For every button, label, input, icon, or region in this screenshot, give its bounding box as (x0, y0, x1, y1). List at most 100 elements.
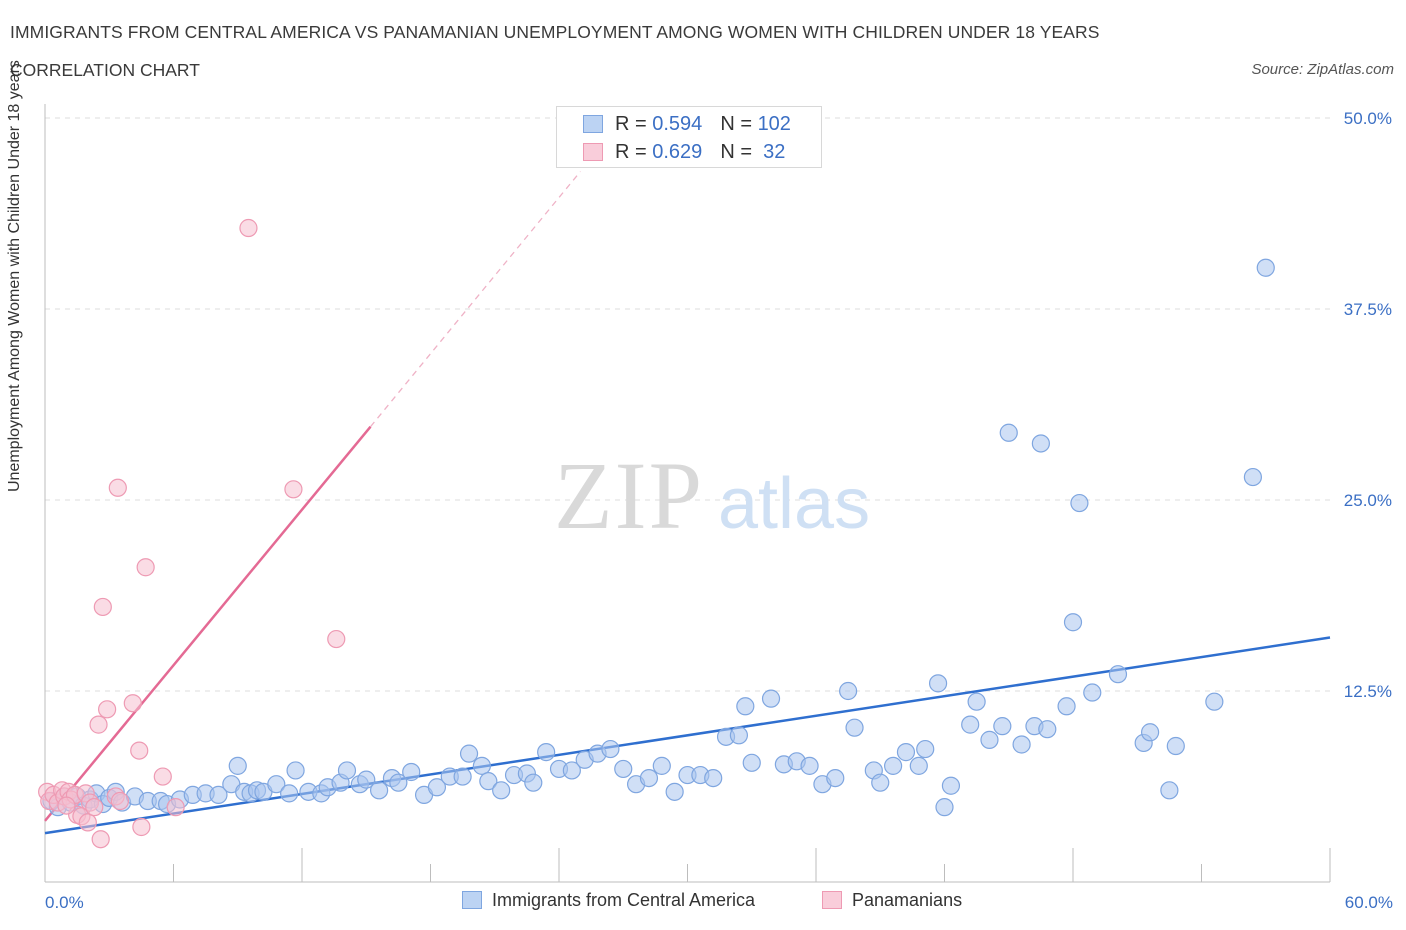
point-immigrants (909, 756, 928, 775)
point-panamanians (93, 597, 112, 617)
point-immigrants (935, 798, 954, 817)
point-immigrants (826, 768, 845, 788)
point-immigrants (479, 772, 498, 791)
point-immigrants (1140, 723, 1160, 742)
point-immigrants (601, 739, 620, 759)
point-panamanians (153, 767, 172, 786)
point-immigrants (742, 753, 761, 772)
point-immigrants (1256, 258, 1275, 277)
point-immigrants (800, 756, 819, 775)
legend-r-value: 0.629 (652, 141, 703, 163)
point-panamanians (110, 791, 130, 811)
point-immigrants (537, 743, 556, 762)
point-immigrants (883, 756, 903, 775)
legend-swatch-blue (583, 115, 603, 133)
watermark-atlas: atlas (718, 464, 870, 544)
point-immigrants (729, 726, 749, 745)
point-immigrants (472, 756, 491, 775)
legend-r-label: R = (615, 141, 653, 163)
point-panamanians (136, 558, 155, 577)
point-panamanians (108, 478, 127, 497)
legend-n-label: N = (720, 113, 758, 135)
legend-n-label: N = (720, 141, 758, 163)
point-immigrants (389, 773, 408, 792)
legend-row-panamanians: R = 0.629 N = 32 (583, 141, 785, 165)
point-immigrants (1031, 434, 1050, 453)
point-panamanians (132, 817, 151, 837)
point-panamanians (91, 830, 110, 849)
point-immigrants (1070, 493, 1089, 513)
point-immigrants (896, 743, 916, 762)
point-immigrants (916, 739, 935, 759)
point-immigrants (1057, 697, 1076, 716)
point-immigrants (453, 767, 472, 786)
point-immigrants (961, 715, 980, 734)
legend-row-immigrants: R = 0.594 N = 102 (583, 113, 791, 137)
legend-n-value: 102 (757, 113, 791, 135)
point-immigrants (941, 776, 961, 795)
point-immigrants (871, 773, 890, 792)
y-axis-label: Unemployment Among Women with Children U… (6, 60, 23, 492)
point-immigrants (736, 697, 755, 716)
point-immigrants (562, 761, 581, 780)
legend-n-value: 32 (757, 141, 786, 163)
point-panamanians (57, 796, 76, 815)
point-immigrants (492, 781, 511, 800)
point-panamanians (123, 694, 142, 713)
point-panamanians (130, 741, 149, 760)
chart-title: IMMIGRANTS FROM CENTRAL AMERICA VS PANAM… (10, 22, 1100, 42)
point-panamanians (89, 715, 108, 734)
point-immigrants (357, 770, 376, 789)
point-immigrants (704, 768, 723, 788)
point-panamanians (239, 218, 258, 238)
point-immigrants (1166, 736, 1185, 756)
point-immigrants (999, 423, 1018, 442)
legend-swatch-pink (583, 143, 603, 161)
axes (44, 104, 1331, 883)
point-immigrants (1108, 665, 1128, 684)
y-tick-label: 12.5% (1344, 682, 1392, 701)
trend-line-panamanians (44, 425, 372, 822)
y-tick-label: 25.0% (1344, 491, 1392, 510)
point-immigrants (665, 782, 684, 801)
trend-line-immigrants (44, 636, 1331, 835)
trend-line-panamanians-extension (370, 171, 581, 428)
bottom-legend-swatch-pink (822, 891, 842, 909)
point-immigrants (652, 756, 671, 775)
point-immigrants (402, 762, 421, 782)
source-credit: Source: ZipAtlas.com (1251, 61, 1394, 78)
point-immigrants (845, 718, 864, 737)
x-tick-label: 60.0% (1345, 893, 1393, 912)
point-immigrants (980, 730, 999, 749)
point-immigrants (524, 773, 543, 792)
point-immigrants (280, 784, 299, 803)
point-immigrants (967, 692, 986, 711)
point-immigrants (761, 689, 781, 708)
tick-labels: 12.5% 25.0% 37.5% 50.0% 0.0% 60.0% (45, 109, 1393, 912)
point-immigrants (1205, 692, 1224, 711)
legend-r-value: 0.594 (652, 113, 703, 135)
point-immigrants (459, 744, 479, 763)
point-immigrants (614, 759, 633, 779)
bottom-legend-label: Panamanians (852, 890, 963, 910)
point-panamanians (327, 629, 346, 649)
bottom-legend-panamanians: Panamanians (822, 890, 962, 911)
zipatlas-watermark: ZIP atlas (554, 442, 870, 549)
y-tick-label: 37.5% (1344, 300, 1392, 319)
point-immigrants (928, 674, 948, 693)
bottom-legend-immigrants: Immigrants from Central America (462, 890, 755, 911)
point-panamanians (85, 798, 104, 817)
y-tick-label: 50.0% (1344, 109, 1392, 128)
legend-r-label: R = (615, 113, 653, 135)
bottom-legend-swatch-blue (462, 891, 482, 909)
x-tick-label: 0.0% (45, 893, 84, 912)
point-panamanians (166, 798, 185, 817)
data-points (38, 218, 1275, 849)
point-panamanians (284, 480, 303, 499)
point-immigrants (370, 781, 389, 800)
point-immigrants (337, 761, 357, 780)
point-immigrants (1063, 613, 1083, 632)
point-immigrants (839, 681, 858, 701)
correlation-legend: R = 0.594 N = 102 R = 0.629 N = 32 (556, 106, 822, 168)
